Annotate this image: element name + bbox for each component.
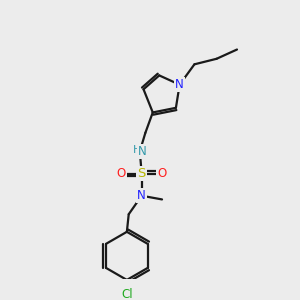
Text: N: N: [138, 145, 147, 158]
Text: N: N: [137, 189, 146, 202]
Text: O: O: [158, 167, 167, 180]
Text: O: O: [117, 167, 126, 180]
Text: H: H: [133, 146, 141, 155]
Text: S: S: [137, 167, 146, 180]
Text: N: N: [175, 78, 184, 91]
Text: Cl: Cl: [121, 288, 133, 300]
